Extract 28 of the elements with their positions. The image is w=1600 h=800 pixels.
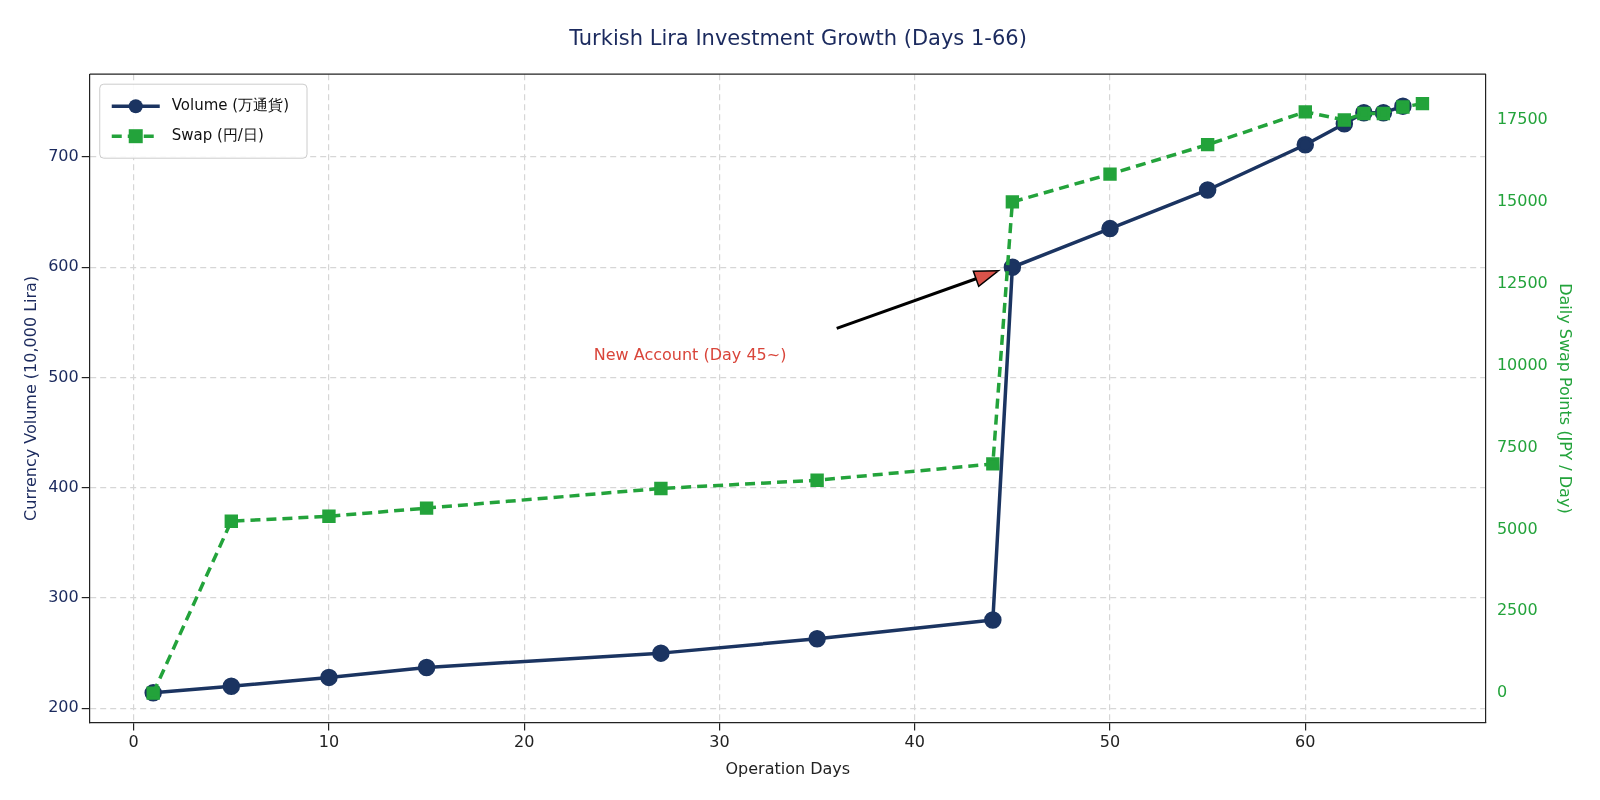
y-tick-label: 600 (48, 256, 79, 276)
x-tick-label: 50 (1099, 732, 1121, 752)
y2-tick-label: 17500 (1496, 109, 1548, 129)
y2-tick-label: 5000 (1496, 518, 1538, 538)
y-tick-label: 700 (48, 146, 79, 166)
legend-label: Volume (万通貨) (171, 96, 289, 115)
y-tick-label: 200 (48, 697, 79, 717)
x-tick-label: 30 (709, 732, 730, 752)
y2-tick-label: 10000 (1496, 354, 1548, 374)
y-tick-label: 500 (48, 366, 79, 386)
chart-title: Turkish Lira Investment Growth (Days 1-66) (568, 26, 1027, 51)
x-tick-label: 20 (514, 732, 535, 752)
annotation: New Account (Day 45~) (593, 344, 787, 364)
x-tick-label: 40 (904, 732, 925, 752)
y2-tick-label: 0 (1496, 682, 1508, 702)
x-axis-title: Operation Days (725, 758, 851, 778)
legend-label: Swap (円/日) (171, 126, 264, 145)
y2-tick-label: 15000 (1496, 191, 1548, 211)
y-tick-label: 300 (48, 587, 79, 607)
x-tick-label: 60 (1295, 732, 1316, 752)
y-axis-title: Currency Volume (10,000 Lira) (20, 275, 40, 521)
y2-axis-title: Daily Swap Points (JPY / Day) (1556, 283, 1576, 514)
y2-tick-label: 12500 (1496, 272, 1548, 292)
y2-tick-label: 2500 (1496, 600, 1538, 620)
x-tick-label: 0 (128, 732, 139, 752)
y2-tick-label: 7500 (1496, 436, 1538, 456)
y-tick-label: 400 (48, 476, 79, 496)
x-tick-label: 10 (318, 732, 340, 752)
